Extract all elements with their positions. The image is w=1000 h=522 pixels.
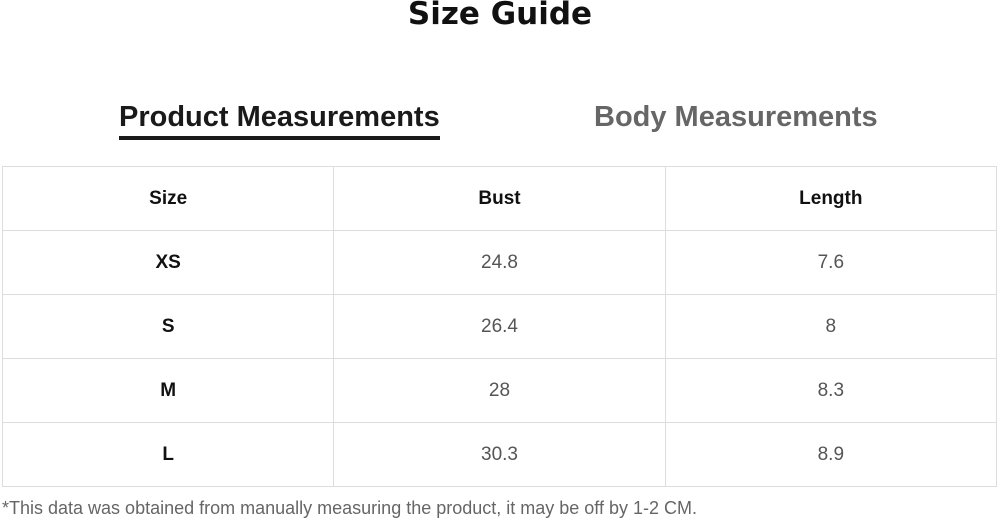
measurement-note: *This data was obtained from manually me… [2, 498, 698, 518]
page-title: Size Guide [407, 0, 593, 32]
table-row: S 26.4 8 [1, 294, 998, 359]
table-row: XS 24.8 7.6 [1, 230, 998, 295]
cell-bust: 28 [333, 358, 666, 423]
table-row: M 28 8.3 [1, 358, 998, 423]
cell-length: 8.9 [664, 422, 998, 487]
tab-body-measurements[interactable]: Body Measurements [594, 101, 878, 133]
cell-size: S [1, 294, 335, 359]
cell-bust: 26.4 [333, 294, 666, 359]
header-size: Size [1, 166, 335, 231]
cell-length: 8.3 [664, 358, 998, 423]
cell-length: 8 [664, 294, 998, 359]
size-table: Size Bust Length XS 24.8 7.6 S 26.4 8 M 28 8.3… [1, 166, 998, 487]
table-row: L 30.3 8.9 [1, 422, 998, 487]
tab-product-measurements[interactable]: Product Measurements [119, 101, 440, 140]
cell-size: XS [1, 230, 335, 295]
cell-length: 7.6 [664, 230, 998, 295]
header-bust: Bust [333, 166, 666, 231]
cell-bust: 24.8 [333, 230, 666, 295]
header-length: Length [664, 166, 998, 231]
cell-size: L [1, 422, 335, 487]
table-header-row: Size Bust Length [1, 166, 998, 231]
cell-bust: 30.3 [333, 422, 666, 487]
cell-size: M [1, 358, 335, 423]
